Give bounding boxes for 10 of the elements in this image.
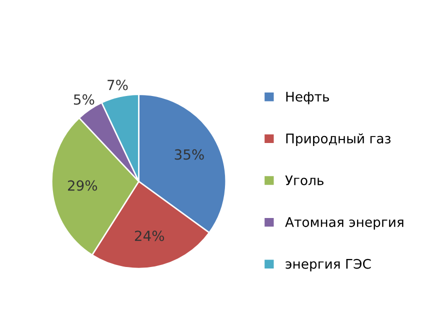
legend-label: Уголь <box>285 175 324 186</box>
data-label: 35% <box>174 149 204 160</box>
legend-label: Природный газ <box>286 133 391 146</box>
legend-label: Атомная энергия <box>285 217 404 230</box>
data-label: 24% <box>134 230 164 242</box>
data-label: 5% <box>74 94 94 105</box>
data-label: 7% <box>108 80 128 90</box>
legend-label: энергия ГЭС <box>286 258 371 272</box>
data-label: 29% <box>68 180 98 191</box>
legend-label: Нефть <box>286 92 330 104</box>
